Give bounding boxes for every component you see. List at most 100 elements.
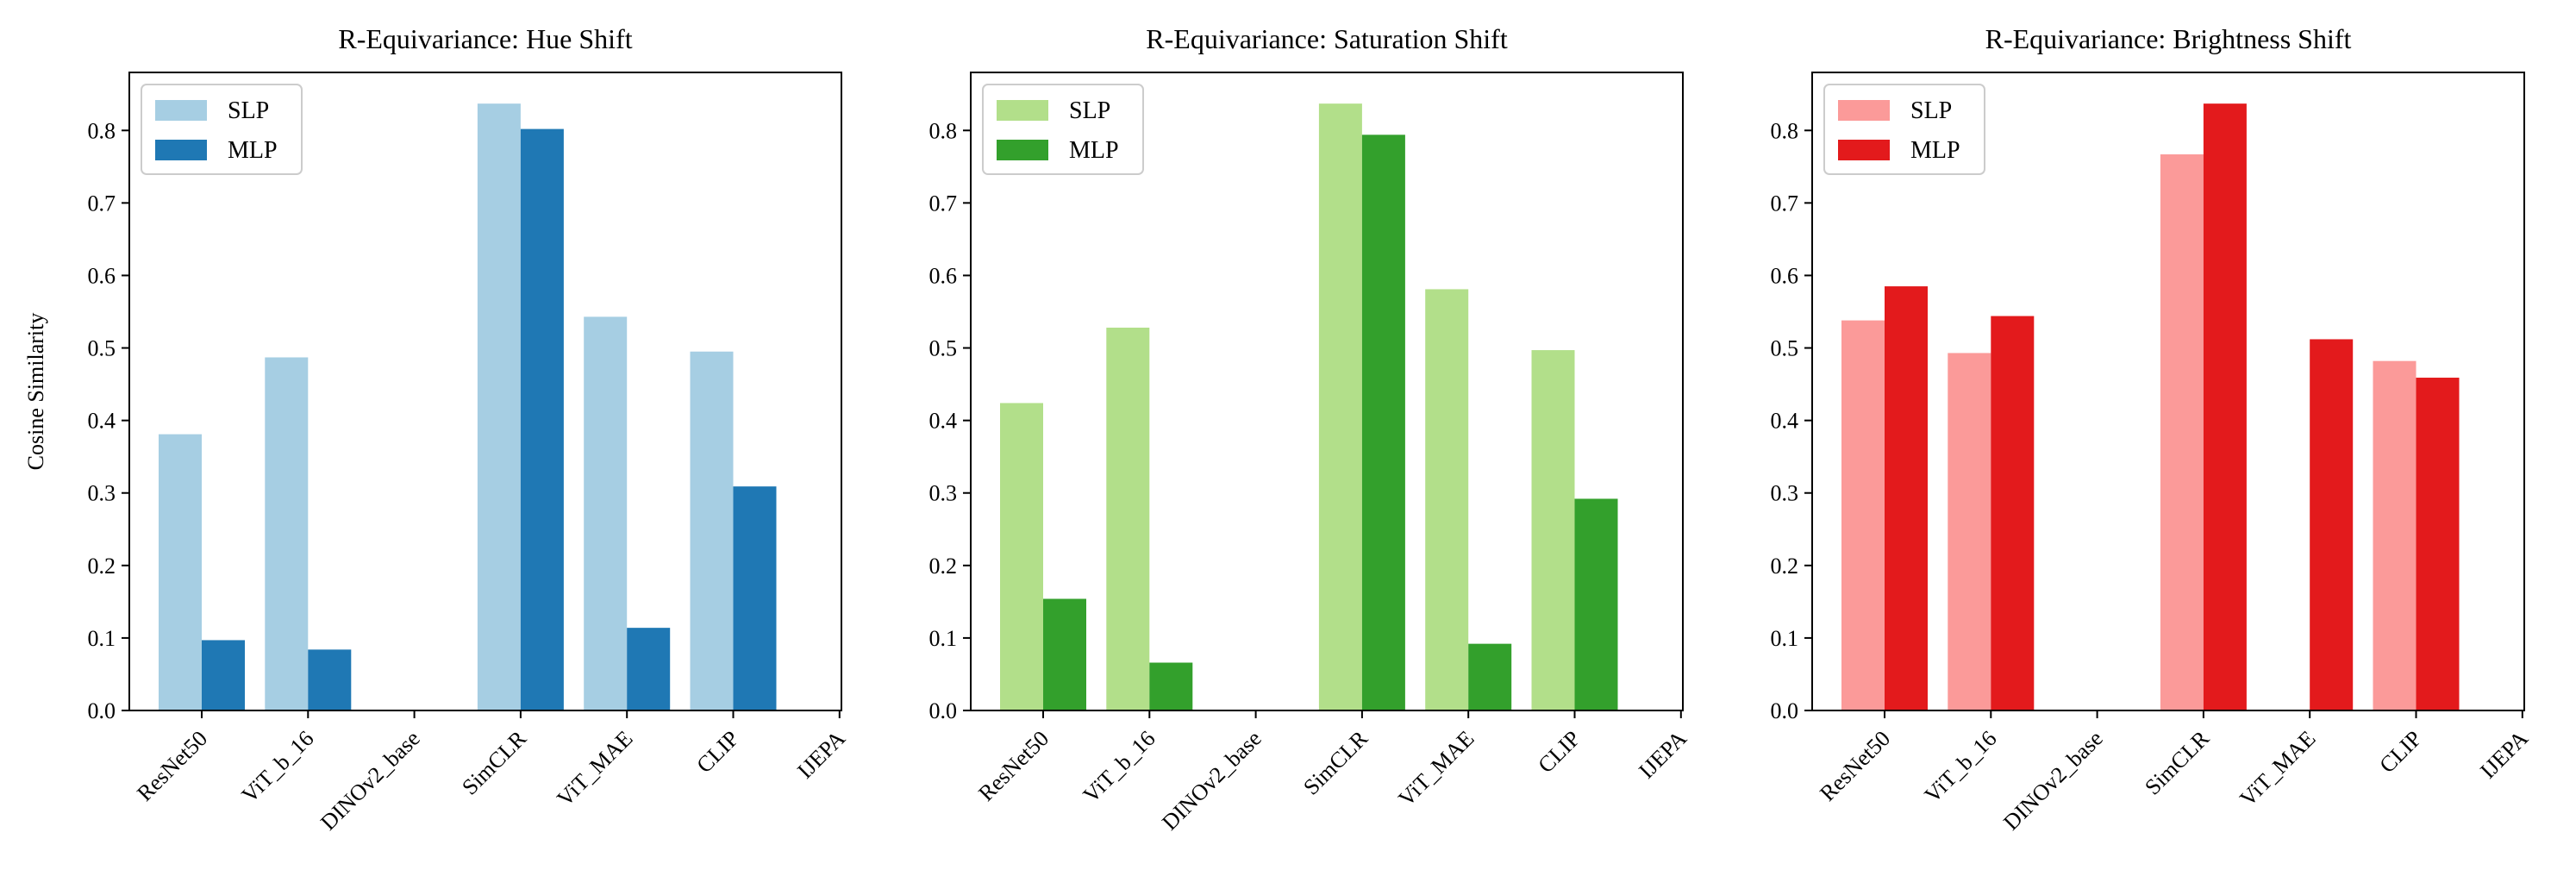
legend-label-mlp: MLP [1069, 137, 1119, 164]
bar-mlp-simclr [2203, 103, 2247, 711]
bar-slp-simclr [2160, 154, 2204, 711]
bar-slp-vit_b_16 [1106, 328, 1150, 710]
y-tick-label: 0.1 [88, 626, 116, 651]
bar-slp-resnet50 [159, 434, 202, 710]
x-tick-label: SimCLR [457, 725, 531, 799]
legend-label-slp: SLP [228, 97, 269, 124]
y-tick-label: 0.2 [929, 554, 958, 579]
x-tick-label: SimCLR [2140, 725, 2214, 799]
x-tick-label: CLIP [1533, 726, 1585, 778]
y-tick-label: 0.3 [929, 481, 958, 506]
y-tick-label: 0.0 [88, 698, 116, 723]
legend-label-mlp: MLP [228, 137, 278, 164]
y-tick-label: 0.7 [929, 191, 958, 216]
bar-mlp-resnet50 [1885, 286, 1928, 710]
x-tick-label: ViT_b_16 [1079, 726, 1160, 808]
legend-swatch-mlp [155, 140, 207, 160]
chart-panel-1: R-Equivariance: Hue Shift 0.0 0.1 0.2 0.3 0.4… [23, 23, 850, 835]
x-tick-label: CLIP [2374, 726, 2426, 778]
y-tick-label: 0.7 [88, 191, 116, 216]
bar-mlp-vit_mae [1468, 643, 1512, 710]
chart-title: R-Equivariance: Saturation Shift [1146, 23, 1508, 54]
x-tick-label: IJEPA [2475, 726, 2533, 784]
bar-mlp-vit_mae [627, 628, 671, 710]
bar-slp-clip [690, 351, 734, 710]
bar-slp-vit_b_16 [1948, 353, 1991, 710]
x-tick-label: ViT_b_16 [237, 726, 319, 808]
legend-box [1823, 84, 1985, 175]
bar-mlp-resnet50 [1043, 598, 1086, 710]
bar-slp-vit_mae [584, 316, 628, 710]
bar-mlp-vit_b_16 [1991, 316, 2035, 710]
y-tick-label: 0.8 [929, 118, 958, 143]
bar-slp-vit_mae [1425, 289, 1469, 710]
legend-swatch-slp [997, 100, 1048, 121]
plot-frame [128, 72, 842, 711]
plot-frame [970, 72, 1684, 711]
legend-swatch-mlp [997, 140, 1048, 160]
y-tick-label: 0.2 [88, 554, 116, 579]
y-tick-label: 0.3 [88, 481, 116, 506]
legend-swatch-slp [155, 100, 207, 121]
bar-mlp-clip [1574, 498, 1618, 710]
y-tick-label: 0.6 [88, 263, 116, 288]
y-tick-label: 0.7 [1771, 191, 1799, 216]
x-tick-label: ResNet50 [1815, 726, 1895, 806]
x-tick-label: CLIP [691, 726, 743, 778]
legend-label-slp: SLP [1069, 97, 1110, 124]
y-tick-label: 0.2 [1771, 554, 1799, 579]
plot-frame [1811, 72, 2525, 711]
x-tick-label: ViT_b_16 [1920, 726, 2002, 808]
bar-mlp-simclr [1361, 135, 1405, 710]
bar-slp-simclr [1318, 103, 1362, 711]
bar-slp-clip [2373, 360, 2417, 710]
legend-box [141, 84, 303, 175]
legend-label-mlp: MLP [1910, 137, 1960, 164]
bar-mlp-clip [2416, 378, 2460, 710]
bar-slp-simclr [477, 103, 521, 711]
y-tick-label: 0.0 [929, 698, 958, 723]
y-tick-label: 0.4 [88, 409, 116, 434]
chart-title: R-Equivariance: Brightness Shift [1985, 23, 2352, 54]
x-tick-label: ResNet50 [132, 726, 212, 806]
x-tick-label: DINOv2_base [316, 726, 425, 836]
x-tick-label: IJEPA [1634, 726, 1691, 784]
y-tick-label: 0.4 [929, 409, 958, 434]
bar-mlp-vit_b_16 [1149, 662, 1193, 710]
y-axis-label: Cosine Similarity [23, 313, 48, 471]
legend-swatch-mlp [1838, 140, 1890, 160]
chart-title: R-Equivariance: Hue Shift [338, 23, 632, 54]
bar-mlp-simclr [520, 128, 564, 710]
x-tick-label: ViT_MAE [2235, 726, 2320, 811]
y-tick-label: 0.8 [1771, 118, 1799, 143]
y-tick-label: 0.5 [88, 336, 116, 361]
y-tick-label: 0.6 [929, 263, 958, 288]
x-tick-label: DINOv2_base [1998, 726, 2108, 836]
legend-label-slp: SLP [1910, 97, 1952, 124]
bar-slp-resnet50 [1000, 403, 1043, 710]
chart-panel-3: R-Equivariance: Brightness Shift 0.0 0.1 0.… [1771, 23, 2534, 835]
y-tick-label: 0.5 [929, 336, 958, 361]
y-tick-label: 0.1 [1771, 626, 1799, 651]
y-tick-label: 0.0 [1771, 698, 1799, 723]
y-tick-label: 0.3 [1771, 481, 1799, 506]
y-tick-label: 0.6 [1771, 263, 1799, 288]
y-tick-label: 0.8 [88, 118, 116, 143]
x-tick-label: ResNet50 [973, 726, 1054, 806]
bar-slp-clip [1531, 350, 1575, 710]
chart-panel-2: R-Equivariance: Saturation Shift 0.0 0.1 0.… [929, 23, 1692, 835]
x-tick-label: ViT_MAE [552, 726, 637, 811]
bar-mlp-vit_mae [2310, 339, 2354, 710]
legend-swatch-slp [1838, 100, 1890, 121]
bar-mlp-clip [733, 486, 777, 710]
x-tick-label: DINOv2_base [1157, 726, 1266, 836]
y-tick-label: 0.5 [1771, 336, 1799, 361]
bar-slp-vit_b_16 [265, 357, 309, 710]
bar-slp-resnet50 [1841, 320, 1885, 710]
x-tick-label: IJEPA [792, 726, 850, 784]
legend-box [982, 84, 1144, 175]
x-tick-label: SimCLR [1298, 725, 1372, 799]
y-tick-label: 0.1 [929, 626, 958, 651]
x-tick-label: ViT_MAE [1393, 726, 1479, 811]
